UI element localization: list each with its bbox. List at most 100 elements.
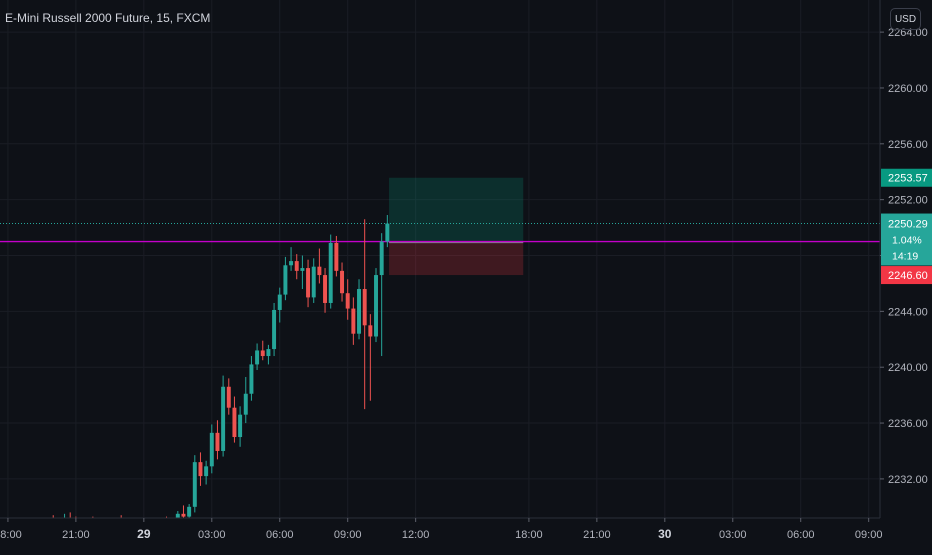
candle-body [249, 364, 254, 394]
candle [334, 235, 339, 277]
candle [340, 262, 345, 302]
candle [238, 406, 243, 447]
candle [351, 297, 356, 345]
candle [328, 234, 333, 309]
price-label-box [881, 266, 932, 285]
candle [379, 233, 384, 357]
candle [374, 268, 378, 343]
x-tick-label: 09:00 [855, 529, 883, 541]
candle-body [204, 466, 209, 477]
candle [243, 376, 248, 424]
current-price-label: 2250.29 [888, 219, 928, 231]
y-tick-label: 2256.00 [888, 139, 928, 151]
candle [198, 452, 203, 486]
candle [283, 256, 288, 301]
candle [249, 356, 254, 401]
candle [209, 424, 214, 474]
price-label: 2246.60 [888, 270, 928, 282]
price-label-box [881, 168, 932, 187]
candle-body [192, 462, 197, 507]
candle [266, 344, 271, 365]
x-tick-label: 29 [137, 527, 151, 541]
candle-body [368, 325, 373, 337]
candle-body [181, 513, 186, 517]
x-tick-label: 03:00 [198, 529, 226, 541]
x-tick-label: 18:00 [0, 529, 22, 541]
candle-body [266, 349, 271, 357]
candle-body [198, 462, 203, 477]
candle-body [306, 268, 311, 298]
bar-countdown-label: 14:19 [892, 251, 918, 263]
candle [289, 247, 294, 271]
price-change-label: 1.04% [892, 235, 922, 247]
x-tick-label: 03:00 [719, 529, 747, 541]
price-label: 2253.57 [888, 173, 928, 185]
x-tick-label: 21:00 [62, 529, 90, 541]
candle-body [340, 270, 345, 294]
y-tick-label: 2264.00 [888, 27, 928, 39]
candle [272, 302, 277, 357]
candle [357, 279, 362, 340]
candle [277, 287, 282, 323]
x-tick-label: 09:00 [334, 529, 362, 541]
candle-body [209, 432, 214, 467]
candle-body [283, 265, 288, 295]
candle [192, 455, 197, 513]
candle-body [362, 289, 367, 326]
candle-body [328, 242, 333, 303]
candle [306, 259, 311, 308]
x-tick-label: 06:00 [787, 529, 815, 541]
candle-body [379, 241, 384, 276]
grid [0, 0, 880, 518]
candle [300, 255, 305, 290]
y-tick-label: 2240.00 [888, 362, 928, 374]
candle [232, 396, 237, 443]
x-tick-label: 30 [658, 527, 672, 541]
candle-body [243, 393, 248, 415]
candle-body [294, 261, 299, 271]
candle [255, 343, 260, 370]
candle-body [334, 242, 339, 271]
candle-body [317, 266, 322, 276]
candle-body [272, 309, 277, 350]
candle [317, 248, 322, 284]
candle-body [300, 268, 305, 271]
y-tick-label: 2244.00 [888, 306, 928, 318]
y-tick-label: 2236.00 [888, 418, 928, 430]
y-tick-label: 2232.00 [888, 474, 928, 486]
candle [215, 420, 220, 460]
x-tick-label: 21:00 [583, 529, 611, 541]
candle [260, 340, 265, 361]
y-tick-label: 2260.00 [888, 83, 928, 95]
candle-body [357, 289, 362, 334]
candle-body [215, 432, 220, 451]
current-price-box [881, 213, 932, 266]
candle-body [311, 266, 316, 298]
y-tick-label: 2252.00 [888, 195, 928, 207]
candle-body [385, 223, 390, 242]
candle-body [374, 275, 378, 337]
candle-body [277, 294, 282, 310]
candle [311, 258, 316, 303]
candle [221, 375, 226, 457]
candle-body [260, 350, 265, 357]
candle [204, 460, 209, 485]
time-axis [0, 518, 932, 550]
candles [5, 215, 390, 552]
target-zone [389, 177, 524, 243]
candle-body [221, 386, 226, 451]
candle [362, 219, 367, 410]
x-tick-label: 18:00 [515, 529, 543, 541]
x-tick-label: 12:00 [402, 529, 430, 541]
candle-body [238, 414, 243, 438]
candle-body [289, 261, 294, 266]
currency-button[interactable]: USD [890, 8, 921, 30]
candle-body [351, 308, 356, 334]
candle-body [187, 506, 192, 517]
x-tick-label: 06:00 [266, 529, 294, 541]
candle [368, 314, 373, 401]
candle [226, 378, 231, 415]
stop-zone [389, 242, 524, 276]
